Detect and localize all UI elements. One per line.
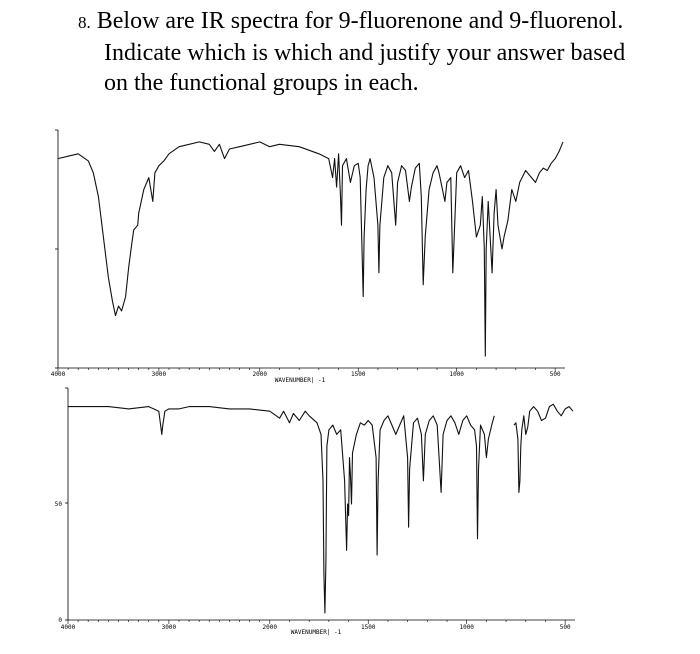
question-text: 8. Below are IR spectra for 9-fluorenone… xyxy=(78,6,688,98)
bottom-y-tick-label: 0 xyxy=(58,617,62,624)
question-line-1-text: Below are IR spectra for 9-fluorenone an… xyxy=(96,8,624,34)
top-x-axis-title: WAVENUMBER| -1 xyxy=(275,377,326,384)
bottom-x-tick-label: 1000 xyxy=(459,624,474,631)
bottom-x-tick-label: 4000 xyxy=(61,624,76,631)
question-line-3: on the functional groups in each. xyxy=(104,70,419,96)
bottom-x-tick-label: 500 xyxy=(560,624,571,631)
question-line-2: Indicate which is which and justify your… xyxy=(104,40,626,66)
bottom-x-tick-label: 2000 xyxy=(263,624,278,631)
bottom-x-axis-title: WAVENUMBER| -1 xyxy=(291,629,342,636)
top-x-tick-label: 3000 xyxy=(152,371,167,378)
bottom-spectrum-line xyxy=(68,406,495,614)
top-x-tick-label: 4000 xyxy=(51,371,66,378)
top-x-tick-label: 1000 xyxy=(449,371,464,378)
top-x-tick-label: 2000 xyxy=(253,371,268,378)
top-x-tick-label: 500 xyxy=(550,371,561,378)
question-number: 8. xyxy=(78,13,91,32)
bottom-x-tick-label: 3000 xyxy=(162,624,177,631)
bottom-y-tick-label: 50 xyxy=(55,501,63,508)
question-line-1: 8. Below are IR spectra for 9-fluorenone… xyxy=(78,6,688,38)
bottom-x-tick-label: 1500 xyxy=(361,624,376,631)
top-x-tick-label: 1500 xyxy=(351,371,366,378)
top-spectrum-line xyxy=(57,141,564,357)
bottom-spectrum-line xyxy=(513,403,574,493)
